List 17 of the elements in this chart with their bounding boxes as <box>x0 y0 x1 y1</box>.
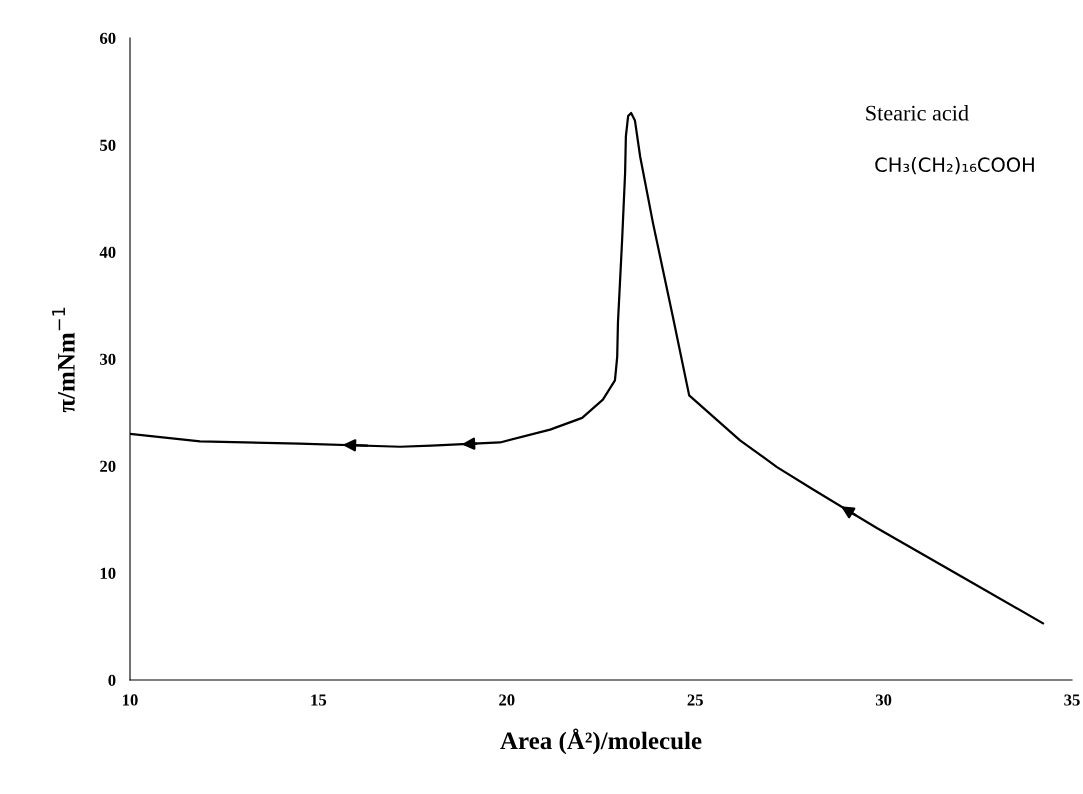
y-tick-label: 40 <box>99 246 116 258</box>
y-tick-label: 60 <box>100 32 116 44</box>
y-axis-title: π/mNm$^{−1}$ <box>52 307 75 413</box>
y-tick-label: 30 <box>100 353 116 365</box>
x-tick-label: 30 <box>875 694 892 706</box>
x-tick-label: 35 <box>1064 694 1080 706</box>
y-tick-label: 10 <box>100 567 116 579</box>
x-axis-title: Area (Å²)/molecule <box>500 728 702 755</box>
y-tick-label: 50 <box>100 139 116 151</box>
y-tick-label: 0 <box>108 674 116 686</box>
x-tick-label: 15 <box>311 694 327 706</box>
x-tick-label: 20 <box>499 694 515 706</box>
annotation: Stearic acid <box>866 104 969 121</box>
y-tick-label: 20 <box>100 460 116 472</box>
annotation: CH₃(CH₂)₁₆COOH <box>875 157 1034 175</box>
x-tick-label: 25 <box>687 694 703 706</box>
x-tick-label: 10 <box>123 694 138 706</box>
